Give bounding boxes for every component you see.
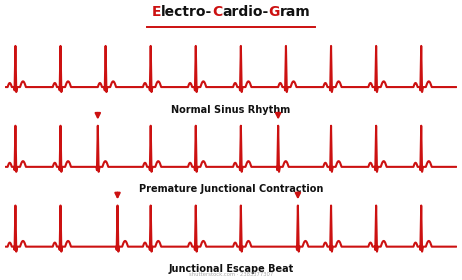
Text: Premature Junctional Contraction: Premature Junctional Contraction	[139, 185, 323, 195]
Text: ardio-: ardio-	[222, 5, 268, 19]
Text: G: G	[268, 5, 280, 19]
Text: Normal Sinus Rhythm: Normal Sinus Rhythm	[171, 105, 291, 115]
Text: C: C	[212, 5, 222, 19]
Text: E: E	[152, 5, 161, 19]
Text: lectro-: lectro-	[161, 5, 212, 19]
Text: Junctional Escape Beat: Junctional Escape Beat	[168, 264, 294, 274]
Text: ram: ram	[280, 5, 310, 19]
Text: shutterstock.com · 2383377307: shutterstock.com · 2383377307	[189, 272, 273, 277]
